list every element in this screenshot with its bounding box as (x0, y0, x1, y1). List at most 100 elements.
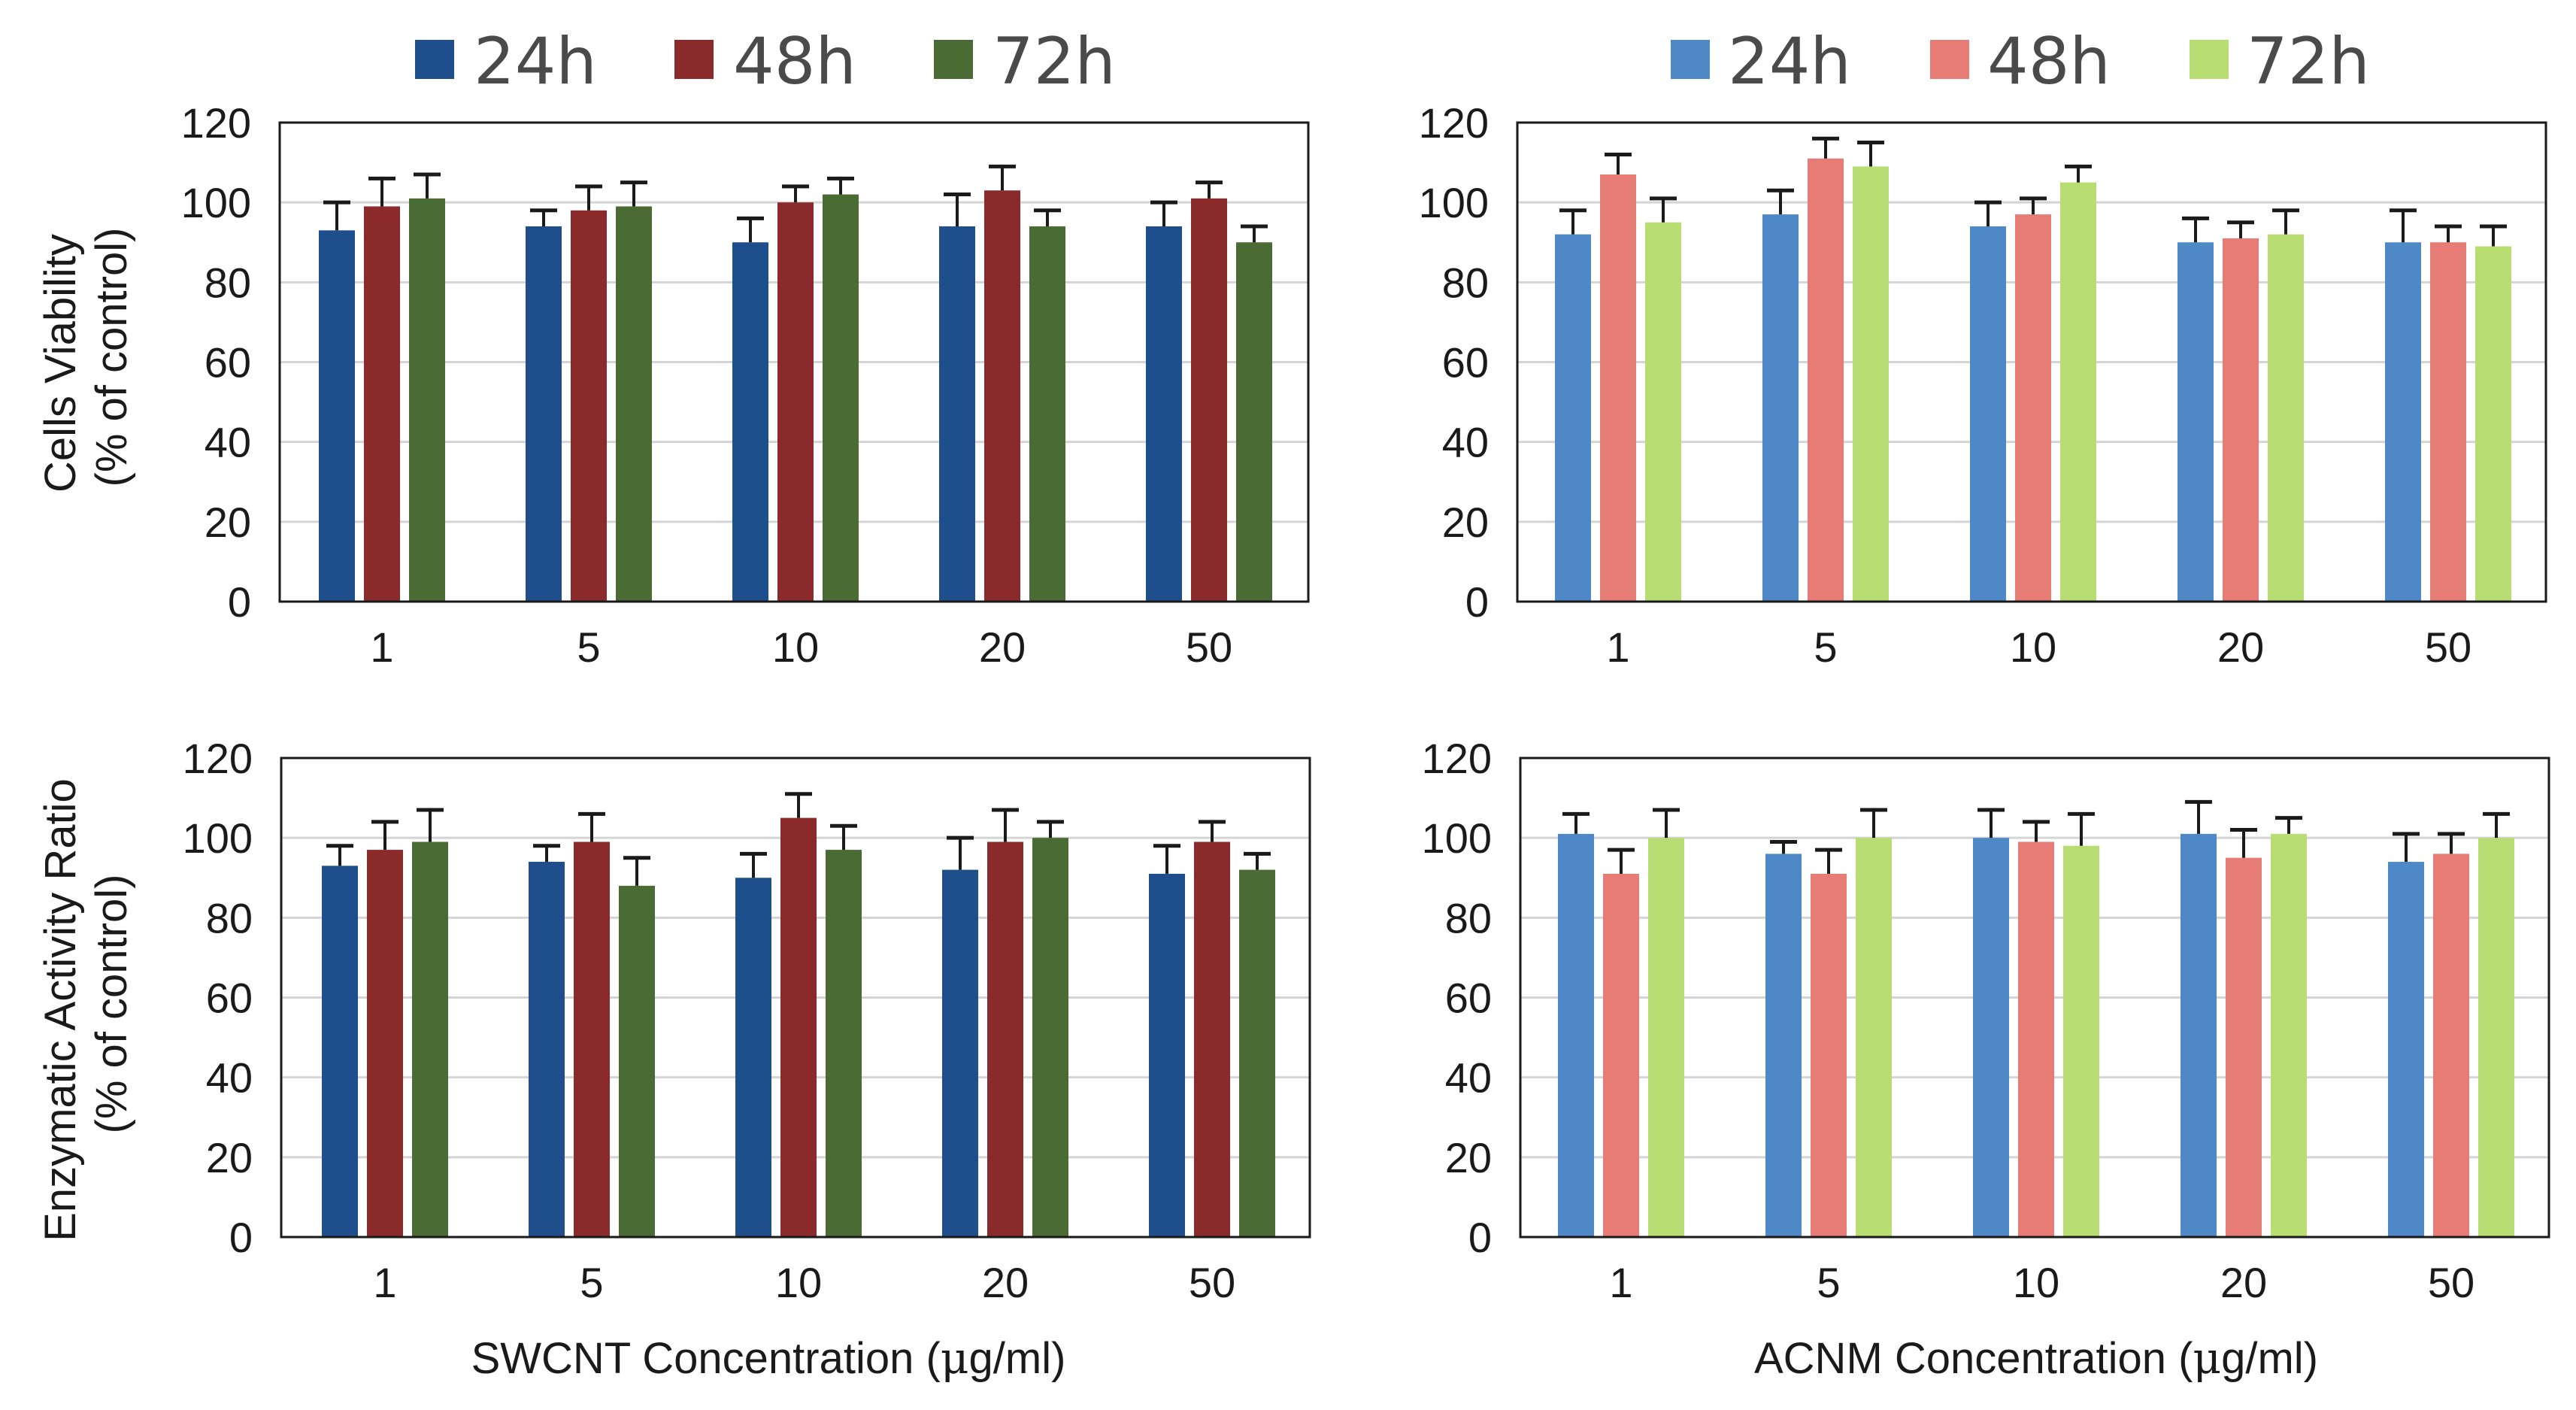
x-axis-title-left: SWCNT Concentration (μg/ml) (471, 1333, 1066, 1384)
bar-24h-5 (526, 226, 562, 602)
y-tick-label: 20 (1442, 499, 1489, 546)
y-tick-label: 0 (228, 578, 251, 626)
bar-72h-5 (1856, 838, 1892, 1237)
plot-frame (1516, 121, 2547, 603)
bar-24h-50 (2385, 242, 2421, 602)
y-tick-label: 0 (1465, 578, 1489, 626)
legend-swatch-72h (934, 40, 973, 79)
bar-72h-10 (826, 850, 862, 1237)
bar-48h-20 (2226, 857, 2262, 1237)
bar-48h-50 (1191, 198, 1227, 602)
y-axis-title-top-line2: (% of control) (87, 228, 136, 487)
y-tick-label: 120 (1422, 735, 1492, 782)
bar-48h-1 (364, 206, 400, 602)
legend-right: 24h 48h 72h (1671, 24, 2370, 99)
legend-left: 24h 48h 72h (415, 24, 1116, 99)
x-tick-label: 20 (982, 1259, 1029, 1306)
chart-panel-top-right: 0 20 40 60 80 100 120 1 5 10 20 50 (1419, 99, 2547, 671)
legend-swatch-48h (1930, 40, 1969, 79)
legend-label-24h: 24h (474, 24, 597, 99)
bar-48h-20 (2223, 238, 2259, 602)
y-tick-label: 120 (1419, 99, 1489, 147)
bar-48h-5 (574, 841, 610, 1237)
bar-48h-10 (2018, 841, 2054, 1237)
bar-72h-50 (2478, 838, 2514, 1237)
x-tick-label: 20 (2217, 623, 2264, 671)
x-axis-title-left-mu: μ (941, 1333, 969, 1384)
x-tick-label: 50 (2428, 1259, 2474, 1306)
bar-24h-5 (1765, 854, 1802, 1237)
bar-24h-20 (2177, 242, 2214, 602)
x-tick-label: 1 (373, 1259, 396, 1306)
legend-swatch-48h (674, 40, 714, 79)
y-tick-label: 60 (205, 339, 251, 387)
y-tick-label: 60 (1442, 339, 1489, 387)
bar-24h-1 (319, 230, 355, 602)
x-tick-label: 10 (2010, 623, 2056, 671)
bar-72h-1 (412, 841, 448, 1237)
x-tick-label: 20 (979, 623, 1026, 671)
x-axis-title-left-unit: g/ml) (969, 1334, 1066, 1383)
x-axis-title-right-unit: g/ml) (2221, 1334, 2318, 1383)
bar-24h-10 (1973, 838, 2009, 1237)
legend-label-24h: 24h (1728, 24, 1851, 99)
bar-72h-5 (616, 206, 652, 602)
bar-72h-5 (1853, 166, 1889, 602)
bar-24h-1 (322, 866, 358, 1237)
bar-24h-10 (732, 242, 768, 602)
bar-48h-10 (2015, 214, 2051, 602)
chart-panel-bottom-right: 0 20 40 60 80 100 120 1 5 10 20 50 (1422, 735, 2550, 1306)
bar-48h-20 (987, 841, 1023, 1237)
bar-48h-1 (1600, 174, 1636, 602)
y-tick-label: 40 (206, 1054, 253, 1102)
y-tick-label: 100 (1422, 814, 1492, 862)
x-tick-label: 1 (1609, 1259, 1632, 1306)
bar-24h-20 (939, 226, 975, 602)
y-tick-label: 40 (205, 419, 251, 466)
legend-label-72h: 72h (993, 24, 1116, 99)
bar-72h-50 (1239, 869, 1275, 1237)
x-tick-label: 10 (772, 623, 819, 671)
y-tick-label: 120 (183, 735, 253, 782)
bar-72h-50 (2475, 246, 2511, 602)
bar-48h-50 (1194, 841, 1230, 1237)
legend-swatch-24h (1671, 40, 1710, 79)
y-tick-label: 20 (1445, 1134, 1492, 1181)
x-tick-label: 10 (775, 1259, 822, 1306)
bar-48h-10 (780, 817, 817, 1237)
chart-panel-bottom-left: 0 20 40 60 80 100 120 1 5 10 20 50 (183, 735, 1311, 1306)
plot-frame (1519, 757, 2550, 1239)
y-axis-title-bottom-line1: Enzymatic Activity Ratio (36, 778, 85, 1242)
legend-label-48h: 48h (1987, 24, 2111, 99)
bar-72h-1 (1648, 838, 1684, 1237)
x-tick-label: 50 (1189, 1259, 1235, 1306)
bar-48h-50 (2433, 854, 2469, 1237)
x-tick-label: 20 (2220, 1259, 2267, 1306)
bar-72h-10 (2060, 182, 2096, 602)
bar-24h-50 (2388, 862, 2424, 1237)
y-tick-label: 60 (206, 975, 253, 1022)
y-tick-label: 80 (206, 894, 253, 942)
bar-48h-5 (1811, 873, 1847, 1237)
bar-48h-5 (1808, 158, 1844, 602)
bar-72h-20 (1032, 838, 1068, 1237)
bar-24h-50 (1146, 226, 1182, 602)
x-tick-label: 5 (1814, 623, 1837, 671)
y-tick-label: 100 (181, 179, 251, 226)
x-tick-label: 5 (1817, 1259, 1840, 1306)
bar-72h-1 (409, 198, 445, 602)
x-axis-title-right-mu: μ (2193, 1333, 2221, 1384)
y-tick-label: 20 (206, 1134, 253, 1181)
y-axis-title-bottom: Enzymatic Activity Ratio (% of control) (36, 766, 136, 1242)
bar-24h-1 (1555, 234, 1591, 602)
bar-48h-20 (984, 190, 1020, 602)
chart-panel-top-left: 0 20 40 60 80 100 120 1 5 10 20 50 (181, 99, 1310, 671)
bar-24h-1 (1558, 833, 1594, 1237)
legend-label-72h: 72h (2247, 24, 2370, 99)
y-tick-label: 40 (1445, 1054, 1492, 1102)
x-tick-label: 5 (580, 1259, 603, 1306)
x-tick-label: 1 (370, 623, 393, 671)
bar-48h-5 (571, 210, 607, 602)
x-tick-label: 5 (577, 623, 600, 671)
